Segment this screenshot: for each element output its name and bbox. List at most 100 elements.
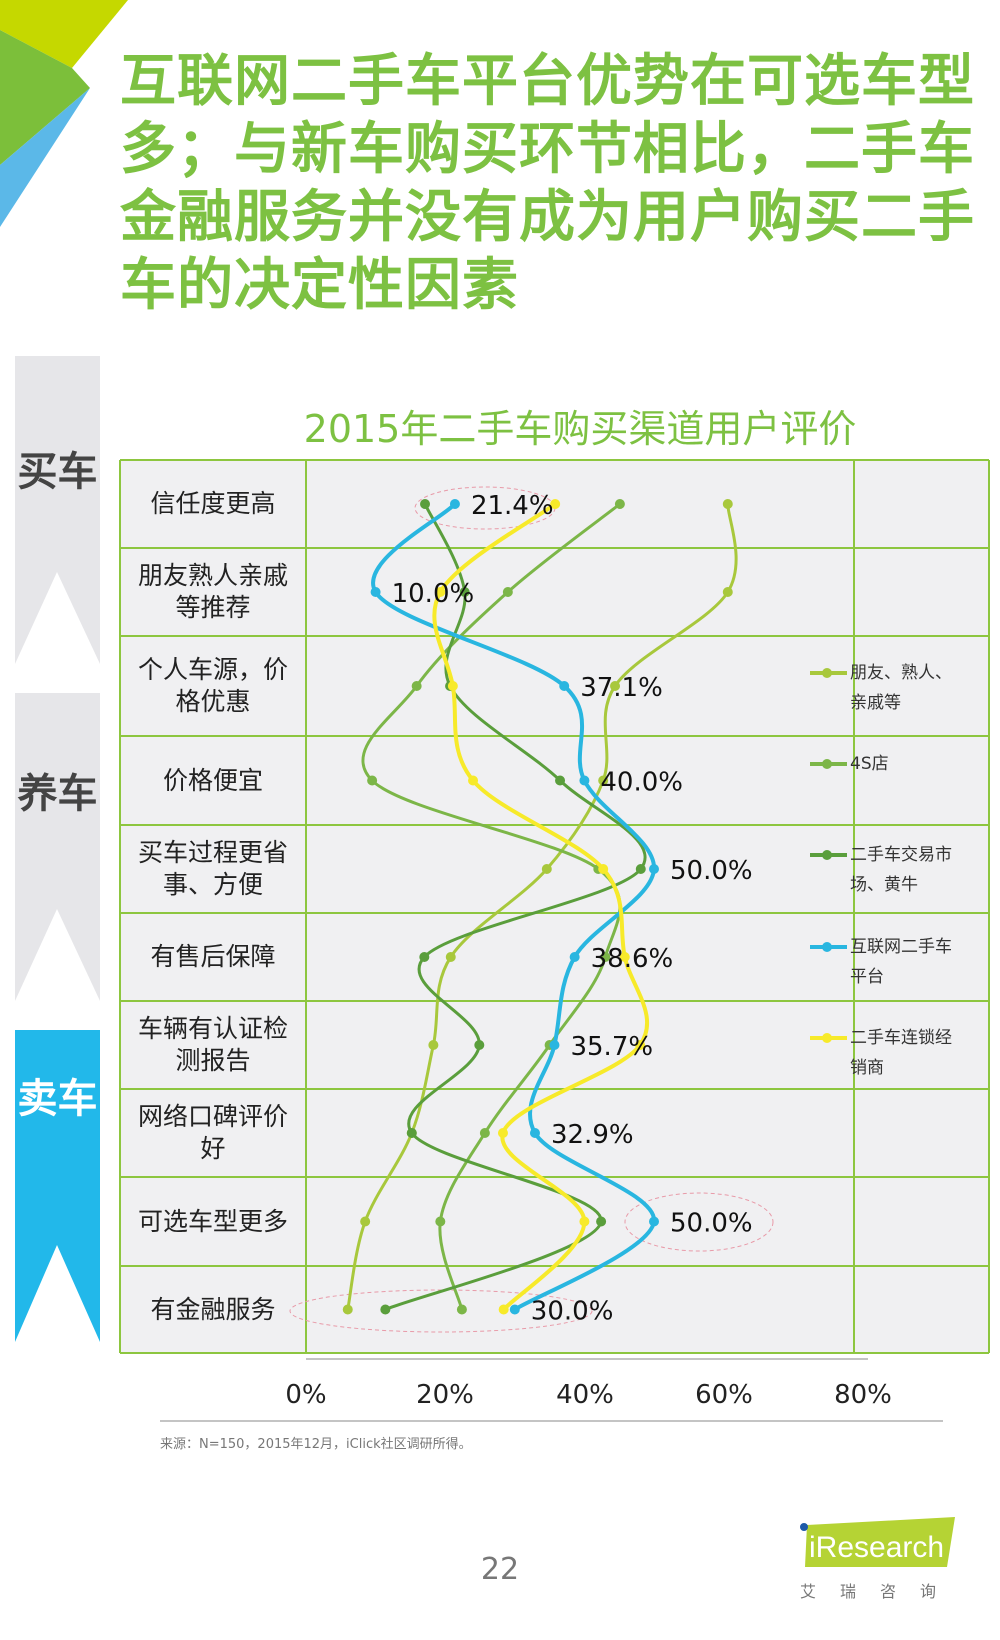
legend-label: 互联网二手车 (850, 937, 952, 957)
row-label: 朋友熟人亲戚 等推荐 (120, 548, 306, 636)
row-label-line: 可选车型更多 (137, 1206, 288, 1236)
data-point (649, 1216, 659, 1227)
row-label-line: 事、方便 (162, 870, 263, 899)
legend-marker (822, 942, 832, 952)
row-label-line: 格优惠 (175, 687, 251, 716)
data-point (420, 499, 431, 509)
data-point (619, 952, 630, 962)
row-label: 网络口碑评价好 (120, 1089, 306, 1177)
row-label-line: 网络口碑评价 (137, 1102, 288, 1131)
legend-marker (822, 850, 832, 860)
data-point (479, 1128, 490, 1138)
row-label-line: 买车过程更省 (137, 838, 288, 867)
row-label-line: 朋友熟人亲戚 (137, 561, 288, 590)
data-point (649, 864, 659, 874)
row-label-line: 等推荐 (175, 593, 251, 622)
legend-label: 销商 (850, 1058, 884, 1078)
data-point (722, 499, 733, 509)
stage-label-sell: 卖车 (17, 1076, 98, 1122)
data-point (569, 952, 580, 962)
data-point (722, 587, 733, 597)
data-point (435, 587, 446, 597)
legend-marker (822, 1033, 832, 1043)
stage-label-buy: 买车 (17, 449, 98, 495)
data-label: 10.0% (392, 579, 475, 609)
data-point (360, 1216, 371, 1227)
data-point (406, 1128, 417, 1138)
row-label-line: 有金融服务 (150, 1294, 276, 1324)
series-line (346, 503, 738, 1310)
page-number: 22 (480, 1552, 520, 1587)
legend-label: 平台 (850, 967, 884, 987)
data-label: 21.4% (471, 491, 554, 521)
data-point (509, 1304, 520, 1315)
stage-panel-buy (15, 356, 100, 664)
data-point (600, 952, 611, 962)
data-point (596, 1216, 607, 1227)
stage-sidebar (15, 356, 100, 1342)
row-label: 买车过程更省 事、方便 (120, 825, 306, 913)
data-point (579, 775, 590, 786)
x-tick-label: 20% (416, 1380, 474, 1410)
legend-label: 二手车交易市 (850, 845, 952, 865)
data-point (541, 864, 552, 874)
stage-panel-sell (15, 1030, 100, 1342)
row-label-line: 车辆有认证检 (137, 1014, 288, 1043)
legend-item: 4S店 (850, 749, 990, 779)
legend-item: 互联网二手车 平台 (850, 932, 990, 992)
row-label: 信任度更高 (120, 460, 306, 548)
data-point (614, 499, 625, 509)
legend-item: 二手车交易市 场、黄牛 (850, 840, 990, 900)
row-label: 车辆有认证检 测报告 (120, 1001, 306, 1089)
data-point (370, 587, 381, 597)
logo-chinese-name: 艾瑞咨询 (800, 1582, 961, 1601)
data-label: 32.9% (551, 1120, 634, 1150)
data-label: 40.0% (600, 768, 683, 798)
data-point (419, 952, 430, 962)
data-point (502, 587, 513, 597)
x-tick-label: 80% (834, 1380, 892, 1410)
chart-title: 2015年二手车购买渠道用户评价 (303, 407, 857, 451)
legend-label: 4S店 (850, 754, 889, 774)
x-tick-label: 60% (695, 1380, 753, 1410)
source-note: 来源：N=150，2015年12月，iClick社区调研所得。 (160, 1437, 472, 1452)
data-point (380, 1304, 391, 1315)
legend-item: 二手车连锁经 销商 (850, 1023, 990, 1083)
row-label-line: 价格便宜 (162, 765, 263, 795)
stage-label-maintain: 养车 (17, 771, 98, 817)
data-point (498, 1304, 509, 1315)
data-point (555, 775, 566, 786)
stage-panel-maintain (15, 693, 100, 1001)
row-label: 价格便宜 (120, 736, 306, 825)
legend-marker (822, 668, 832, 678)
row-label: 可选车型更多 (120, 1177, 306, 1266)
data-label: 35.7% (570, 1032, 653, 1062)
legend-marker (822, 759, 832, 769)
data-point (447, 681, 458, 691)
legend-label: 场、黄牛 (850, 875, 918, 895)
legend-label: 二手车连锁经 (850, 1028, 952, 1048)
data-point (428, 1040, 439, 1050)
row-label-line: 好 (200, 1134, 226, 1163)
legend-item: 朋友、熟人、 亲戚等 (850, 658, 990, 718)
x-tick-label: 40% (556, 1380, 614, 1410)
row-label: 个人车源，价 格优惠 (120, 636, 306, 736)
data-point (435, 1216, 446, 1227)
data-point (550, 499, 561, 509)
data-label: 50.0% (670, 1209, 753, 1239)
legend-label: 朋友、熟人、 (850, 663, 952, 683)
data-label: 50.0% (670, 856, 753, 886)
data-label: 30.0% (531, 1297, 614, 1327)
data-point (549, 1040, 560, 1050)
data-point (445, 952, 456, 962)
data-point (411, 681, 422, 691)
svg-text:iResearch: iResearch (809, 1531, 944, 1564)
data-point (559, 681, 570, 691)
corner-decoration (0, 0, 128, 227)
series-line (432, 502, 650, 1311)
data-point (367, 775, 378, 786)
row-label-line: 信任度更高 (150, 489, 276, 518)
data-point (449, 499, 460, 509)
row-label: 有售后保障 (120, 913, 306, 1001)
